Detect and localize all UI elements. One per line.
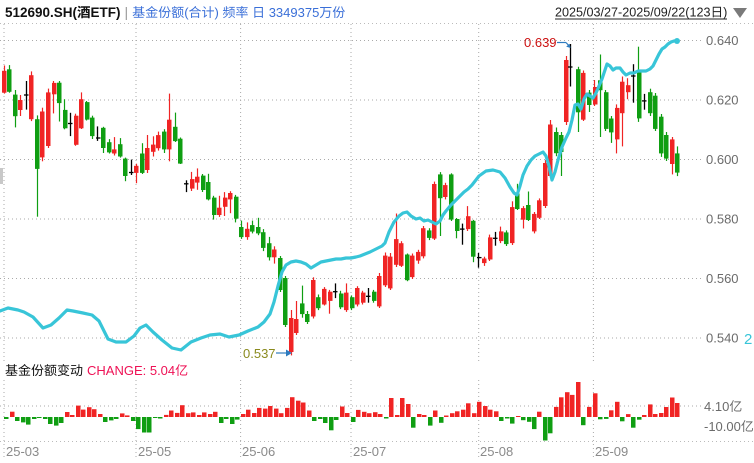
- svg-text:25-06: 25-06: [242, 444, 275, 459]
- svg-text:25-09: 25-09: [595, 444, 628, 459]
- svg-text:): ): [215, 5, 223, 20]
- svg-text:0.560: 0.560: [706, 271, 739, 286]
- svg-text:ETF): ETF): [91, 5, 121, 20]
- svg-text:0.600: 0.600: [706, 152, 739, 167]
- svg-text:|: |: [125, 4, 129, 20]
- svg-text:(: (: [184, 5, 189, 20]
- svg-text:-10.00: -10.00: [704, 419, 741, 434]
- svg-text:): ): [723, 6, 727, 20]
- svg-text:CHANGE: 5.04: CHANGE: 5.04: [87, 363, 175, 378]
- svg-text:0.540: 0.540: [706, 331, 739, 346]
- svg-text:2: 2: [744, 331, 752, 348]
- svg-text:0.620: 0.620: [706, 93, 739, 108]
- svg-text:2025/03/27-2025/09/22(123: 2025/03/27-2025/09/22(123: [555, 6, 710, 20]
- svg-text:0.639: 0.639: [524, 35, 557, 50]
- svg-text:25-05: 25-05: [138, 444, 171, 459]
- svg-text:25-08: 25-08: [480, 444, 513, 459]
- svg-text:512690.SH(: 512690.SH(: [5, 5, 78, 20]
- svg-text:25-03: 25-03: [6, 444, 39, 459]
- svg-text:0.537: 0.537: [243, 346, 276, 361]
- svg-text:3349375: 3349375: [265, 5, 319, 20]
- svg-text:0.640: 0.640: [706, 33, 739, 48]
- svg-text:4.10: 4.10: [704, 399, 729, 414]
- svg-text:25-07: 25-07: [353, 444, 386, 459]
- svg-text:0.580: 0.580: [706, 212, 739, 227]
